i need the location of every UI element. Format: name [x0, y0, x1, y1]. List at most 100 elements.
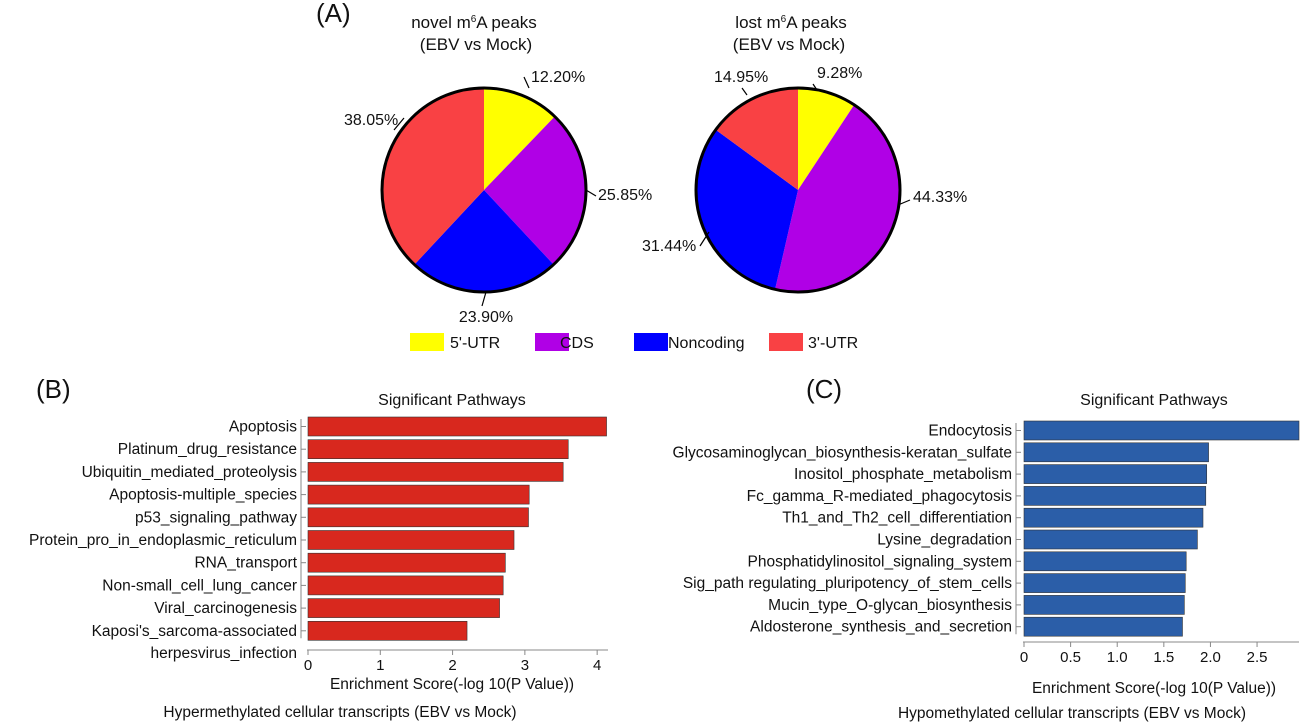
- pie-slice-cds: [484, 116, 586, 265]
- category-label: Viral_carcinogenesis: [154, 600, 297, 617]
- category-label: p53_signaling_pathway: [135, 509, 297, 526]
- pie-slice-3-utr: [381, 88, 484, 265]
- bar: [307, 484, 530, 505]
- panel-label-a: (A): [316, 0, 351, 28]
- bar: [307, 507, 529, 528]
- pie-title-novel: novel m6A peaks: [411, 13, 537, 32]
- bar: [1023, 529, 1198, 550]
- chart-caption: Hypermethylated cellular transcripts (EB…: [163, 704, 516, 721]
- bar: [1023, 551, 1187, 572]
- pie-slice-cds: [775, 104, 901, 293]
- legend-swatch: [769, 333, 803, 351]
- pie-legend: 5'-UTR CDS Noncoding 3'-UTR: [410, 333, 858, 352]
- panel-label-c: (C): [806, 374, 842, 404]
- bar: [1023, 616, 1183, 637]
- bar: [307, 575, 504, 596]
- bar: [1023, 595, 1185, 615]
- pie-chart-lost-peaks: lost m6A peaks (EBV vs Mock) 9.28% 44.33%…: [642, 13, 967, 294]
- bar: [307, 620, 468, 641]
- legend-label: CDS: [560, 335, 594, 352]
- pie-leader-line: [393, 117, 405, 131]
- pie-leader-line: [812, 83, 818, 91]
- legend-label: 5'-UTR: [450, 335, 500, 352]
- bar: [307, 439, 569, 460]
- bar: [307, 462, 564, 482]
- x-tick-label: 3: [521, 657, 529, 674]
- pie-subtitle-novel: (EBV vs Mock): [420, 35, 532, 54]
- pie-leader-line: [481, 291, 487, 307]
- pie-subtitle-lost: (EBV vs Mock): [733, 35, 845, 54]
- pie-slice-5-utr: [798, 88, 855, 190]
- category-label: Aldosterone_synthesis_and_secretion: [750, 619, 1012, 636]
- pie-leader-line: [897, 199, 911, 206]
- pie-slice-3-utr: [715, 88, 798, 190]
- bar-chart-title: Significant Pathways: [1080, 392, 1228, 409]
- category-label: Ubiquitin_mediated_proteolysis: [82, 464, 298, 481]
- category-label: Fc_gamma_R-mediated_phagocytosis: [747, 488, 1013, 505]
- pie-slice-5-utr: [484, 88, 555, 190]
- pie-percent-label: 44.33%: [913, 189, 967, 206]
- bar: [1023, 464, 1208, 484]
- category-label: Mucin_type_O-glycan_biosynthesis: [768, 597, 1012, 614]
- category-label: Glycosaminoglycan_biosynthesis-keratan_s…: [673, 444, 1012, 461]
- category-label: Endocytosis: [928, 423, 1012, 440]
- x-tick-label: 0: [304, 657, 312, 674]
- pie-slice-noncoding: [695, 129, 798, 290]
- x-tick-label: 2: [448, 657, 456, 674]
- pie-percent-label: 12.20%: [531, 69, 585, 86]
- category-label: Platinum_drug_resistance: [118, 441, 297, 458]
- legend-label: 3'-UTR: [808, 335, 858, 352]
- bar: [1023, 420, 1300, 441]
- category-label: Inositol_phosphate_metabolism: [794, 466, 1012, 483]
- category-label: Lysine_degradation: [877, 532, 1012, 549]
- bar: [1023, 573, 1186, 593]
- category-label: Protein_pro_in_endoplasmic_reticulum: [29, 532, 297, 549]
- bar: [307, 598, 500, 618]
- legend-swatch: [535, 333, 569, 351]
- pie-outline: [694, 86, 902, 294]
- pie-percent-label: 31.44%: [642, 238, 696, 255]
- bar: [1023, 442, 1209, 463]
- x-tick-label: 2.5: [1247, 649, 1268, 666]
- bar: [1023, 486, 1207, 506]
- x-tick-label: 1.5: [1153, 649, 1174, 666]
- legend-swatch: [634, 333, 668, 351]
- pie-percent-label: 9.28%: [817, 65, 862, 82]
- pie-leader-line: [523, 76, 530, 89]
- category-label: Kaposi's_sarcoma-associated herpesvirus_i…: [92, 623, 297, 662]
- bar-chart-hypomethylated: Significant Pathways Endocytosis Glycosami…: [673, 392, 1300, 722]
- category-label: Sig_path regulating_pluripotency_of_stem…: [683, 575, 1012, 592]
- bar: [307, 530, 515, 550]
- legend-swatch: [410, 333, 444, 351]
- pie-leader-line: [699, 231, 710, 247]
- x-tick-label: 2.0: [1200, 649, 1221, 666]
- pie-percent-label: 38.05%: [344, 112, 398, 129]
- category-label: Apoptosis-multiple_species: [109, 487, 297, 504]
- legend-label: Noncoding: [668, 335, 745, 352]
- x-tick-label: 0: [1020, 649, 1028, 666]
- category-label: Non-small_cell_lung_cancer: [102, 577, 297, 594]
- pie-percent-label: 14.95%: [714, 69, 768, 86]
- bar: [307, 416, 607, 437]
- pie-percent-label: 25.85%: [598, 187, 652, 204]
- chart-caption: Hypomethylated cellular transcripts (EBV…: [898, 705, 1246, 722]
- pie-chart-novel-peaks: novel m6A peaks (EBV vs Mock) 12.20% 25.8…: [344, 13, 652, 326]
- pie-slice-noncoding: [414, 190, 554, 292]
- x-axis-label: Enrichment Score(-log 10(P Value)): [330, 676, 574, 693]
- x-tick-label: 0.5: [1060, 649, 1081, 666]
- bar-chart-title: Significant Pathways: [378, 392, 526, 409]
- category-label: RNA_transport: [194, 555, 297, 572]
- category-label: Phosphatidylinositol_signaling_system: [747, 553, 1012, 570]
- pie-leader-line: [741, 87, 748, 96]
- x-tick-label: 1: [376, 657, 384, 674]
- bar: [1023, 507, 1204, 528]
- bar-chart-hypermethylated: Significant Pathways Apoptosis Platinum_dr…: [29, 392, 608, 721]
- pie-percent-label: 23.90%: [459, 309, 513, 326]
- pie-leader-line: [585, 189, 597, 197]
- x-axis-label: Enrichment Score(-log 10(P Value)): [1032, 680, 1276, 697]
- panel-label-b: (B): [36, 374, 71, 404]
- category-label: Th1_and_Th2_cell_differentiation: [782, 510, 1012, 527]
- bar: [307, 552, 506, 573]
- category-label: Apoptosis: [229, 419, 297, 436]
